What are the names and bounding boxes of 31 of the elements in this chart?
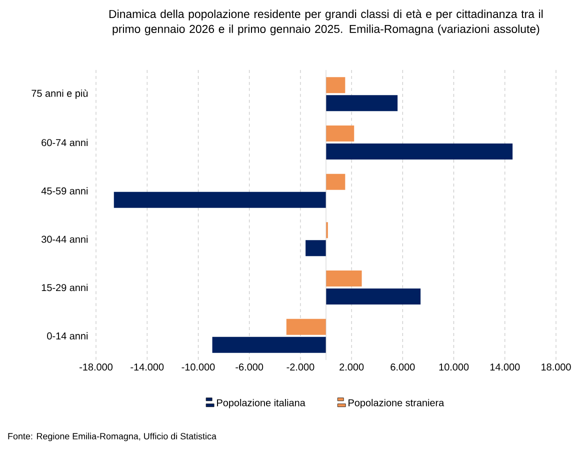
y-tick-label: 30-44 anni: [42, 236, 88, 243]
x-tick-label: -18.000: [80, 364, 113, 371]
bar: [212, 336, 326, 353]
x-tick-label: 6.000: [390, 364, 415, 371]
x-tick-label: 14.000: [490, 364, 520, 371]
x-tick-label: -6.000: [236, 364, 264, 371]
chart-title: Dinamica della popolazione residente per grandi classi di età e per cittadinanza tra il primo gennaio 2026 e il primo gennaio 2025. Emilia-Romagna (variazioni assolute): [109, 10, 543, 36]
x-tick-label: 2.000: [340, 364, 364, 371]
bar: [326, 95, 398, 112]
bar: [326, 270, 362, 286]
bar: [286, 318, 326, 335]
x-tick-label: -14.000: [130, 364, 164, 371]
y-tick-label: 75 anni e più: [32, 89, 88, 99]
x-tick-label: 10.000: [439, 364, 469, 371]
legend-label: Popolazione straniera: [348, 398, 444, 408]
bar: [326, 77, 346, 94]
bar: [306, 240, 326, 256]
y-tick-label: 15-29 anni: [42, 284, 88, 292]
bar: [326, 174, 346, 190]
bar: [326, 288, 421, 304]
x-tick-label: -10.000: [182, 364, 215, 371]
x-tick-label: 18.000: [542, 364, 571, 371]
bar: [326, 125, 354, 142]
source-note: Fonte: Regione Emilia-Romagna, Ufficio di Statistica: [8, 432, 216, 442]
y-tick-label: 45-59 anni: [41, 187, 88, 194]
bar: [326, 143, 513, 160]
bar: [114, 192, 326, 208]
y-tick-label: 0-14 anni: [47, 332, 88, 340]
y-tick-label: 60-74 anni: [42, 138, 88, 146]
x-tick-label: -2.000: [286, 364, 314, 371]
legend-label: Popolazione italiana: [217, 398, 306, 408]
